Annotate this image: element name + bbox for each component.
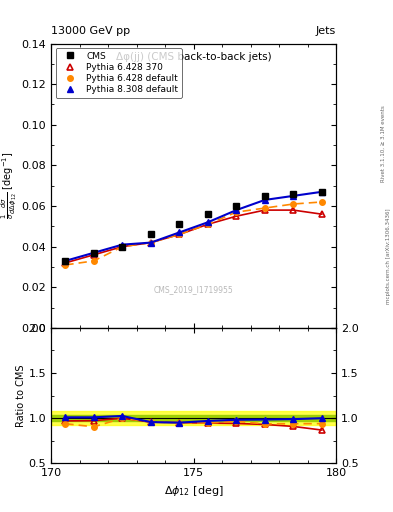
Legend: CMS, Pythia 6.428 370, Pythia 6.428 default, Pythia 8.308 default: CMS, Pythia 6.428 370, Pythia 6.428 defa… — [55, 48, 182, 98]
Pythia 8.308 default — [320, 189, 324, 195]
CMS — [234, 203, 239, 209]
CMS — [320, 189, 324, 195]
CMS — [149, 231, 153, 238]
Y-axis label: $\frac{1}{\sigma}\frac{d\sigma}{d\Delta\phi_{12}}\ [\mathrm{deg}^{-1}]$: $\frac{1}{\sigma}\frac{d\sigma}{d\Delta\… — [0, 152, 19, 220]
Text: Δφ(jj) (CMS back-to-back jets): Δφ(jj) (CMS back-to-back jets) — [116, 52, 271, 62]
Pythia 8.308 default — [63, 258, 68, 264]
Bar — [51, 415, 336, 421]
Pythia 8.308 default — [177, 229, 182, 236]
Pythia 6.428 370 — [63, 260, 68, 266]
Pythia 6.428 370 — [263, 207, 267, 213]
Pythia 8.308 default — [149, 240, 153, 246]
Pythia 6.428 default — [320, 199, 324, 205]
Text: Jets: Jets — [316, 26, 336, 36]
Pythia 6.428 default — [263, 205, 267, 211]
Pythia 8.308 default — [120, 242, 125, 248]
Pythia 6.428 default — [120, 244, 125, 250]
Text: 13000 GeV pp: 13000 GeV pp — [51, 26, 130, 36]
Line: CMS: CMS — [62, 188, 325, 264]
Pythia 6.428 default — [63, 262, 68, 268]
Pythia 6.428 370 — [120, 244, 125, 250]
Text: CMS_2019_I1719955: CMS_2019_I1719955 — [154, 285, 233, 294]
Y-axis label: Ratio to CMS: Ratio to CMS — [16, 365, 26, 427]
Pythia 6.428 370 — [92, 252, 96, 258]
Pythia 6.428 default — [206, 221, 210, 227]
Pythia 6.428 370 — [149, 240, 153, 246]
Pythia 8.308 default — [234, 207, 239, 213]
Pythia 6.428 default — [149, 240, 153, 246]
CMS — [120, 244, 125, 250]
Pythia 6.428 370 — [177, 231, 182, 238]
Pythia 8.308 default — [291, 193, 296, 199]
CMS — [63, 258, 68, 264]
Pythia 6.428 370 — [206, 221, 210, 227]
Line: Pythia 6.428 default: Pythia 6.428 default — [62, 199, 325, 268]
CMS — [263, 193, 267, 199]
Pythia 6.428 370 — [234, 213, 239, 219]
Line: Pythia 6.428 370: Pythia 6.428 370 — [62, 207, 325, 266]
Pythia 6.428 default — [291, 201, 296, 207]
Text: mcplots.cern.ch [arXiv:1306.3436]: mcplots.cern.ch [arXiv:1306.3436] — [386, 208, 391, 304]
Text: Rivet 3.1.10, ≥ 3.1M events: Rivet 3.1.10, ≥ 3.1M events — [381, 105, 386, 182]
Pythia 8.308 default — [206, 219, 210, 225]
CMS — [206, 211, 210, 217]
Pythia 8.308 default — [263, 197, 267, 203]
Pythia 6.428 default — [92, 258, 96, 264]
Pythia 6.428 370 — [291, 207, 296, 213]
CMS — [177, 221, 182, 227]
Bar — [51, 411, 336, 425]
Line: Pythia 8.308 default: Pythia 8.308 default — [62, 188, 325, 264]
CMS — [291, 191, 296, 197]
X-axis label: $\Delta\phi_{12}\ [\mathrm{deg}]$: $\Delta\phi_{12}\ [\mathrm{deg}]$ — [164, 484, 223, 498]
Pythia 6.428 370 — [320, 211, 324, 217]
CMS — [92, 250, 96, 256]
Pythia 6.428 default — [234, 209, 239, 215]
Pythia 8.308 default — [92, 250, 96, 256]
Pythia 6.428 default — [177, 231, 182, 238]
